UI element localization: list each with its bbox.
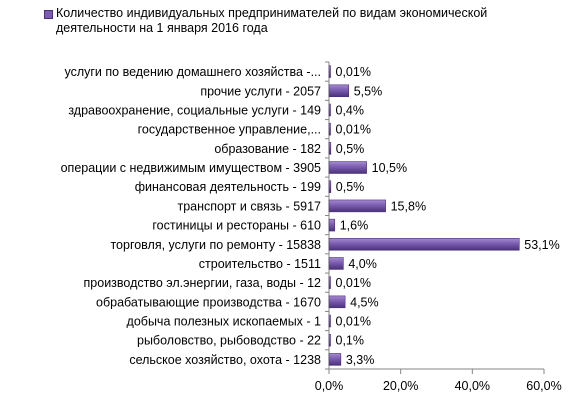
category-label: сельское хозяйство, охота - 1238 [129, 353, 321, 367]
bar [328, 142, 332, 155]
category-label: операции с недвижимым имуществом - 3905 [61, 161, 321, 175]
data-label: 5,5% [354, 84, 383, 98]
data-label: 53,1% [524, 238, 559, 252]
bar [328, 218, 336, 232]
category-label: обрабатывающие производства - 1670 [96, 295, 321, 309]
category-label: здравоохранение, социальные услуги - 149 [68, 103, 321, 117]
x-tick-label: 0,0% [315, 379, 344, 393]
category-label: торговля, услуги по ремонту - 15838 [110, 238, 321, 252]
data-label: 3,3% [346, 353, 375, 367]
category-label: финансовая деятельность - 199 [135, 180, 321, 194]
bar [328, 333, 331, 347]
data-label: 0,01% [336, 276, 371, 290]
bar [328, 257, 344, 270]
bar [328, 84, 350, 98]
x-tick-label: 60,0% [526, 379, 561, 393]
category-label: государственное управление,... [138, 123, 321, 137]
x-tick-label: 20,0% [383, 379, 418, 393]
category-label: транспорт и связь - 5917 [177, 199, 321, 213]
data-label: 0,01% [336, 65, 371, 79]
bar [328, 295, 346, 309]
legend-label: Количество индивидуальных предпринимател… [56, 6, 488, 35]
bar [328, 161, 367, 174]
data-label: 0,01% [336, 315, 371, 329]
bar [328, 122, 331, 136]
bar [328, 103, 331, 117]
category-label: гостиницы и рестораны - 610 [152, 219, 321, 233]
data-label: 4,5% [350, 295, 379, 309]
bar [328, 180, 332, 193]
bar [328, 65, 331, 78]
data-label: 0,4% [336, 103, 365, 117]
bar [328, 238, 520, 251]
category-label: рыболовство, рыбоводство - 22 [137, 334, 321, 348]
category-label: добыча полезных ископаемых - 1 [127, 315, 321, 329]
data-label: 0,5% [336, 180, 365, 194]
bar [328, 353, 342, 366]
bar [328, 314, 331, 328]
category-label: образование - 182 [214, 142, 321, 156]
legend-swatch [44, 10, 53, 19]
data-label: 15,8% [391, 199, 426, 213]
data-label: 10,5% [372, 161, 407, 175]
x-tick-label: 40,0% [455, 379, 490, 393]
data-label: 1,6% [340, 219, 369, 233]
category-label: производство эл.энергии, газа, воды - 12 [84, 276, 322, 290]
data-label: 4,0% [348, 257, 377, 271]
bar [328, 199, 386, 213]
data-label: 0,01% [336, 123, 371, 137]
category-label: услуги по ведению домашнего хозяйства -.… [64, 65, 321, 79]
data-label: 0,5% [336, 142, 365, 156]
data-label: 0,1% [336, 334, 365, 348]
bar [328, 276, 331, 289]
category-label: строительство - 1511 [199, 257, 321, 271]
category-label: прочие услуги - 2057 [200, 84, 321, 98]
